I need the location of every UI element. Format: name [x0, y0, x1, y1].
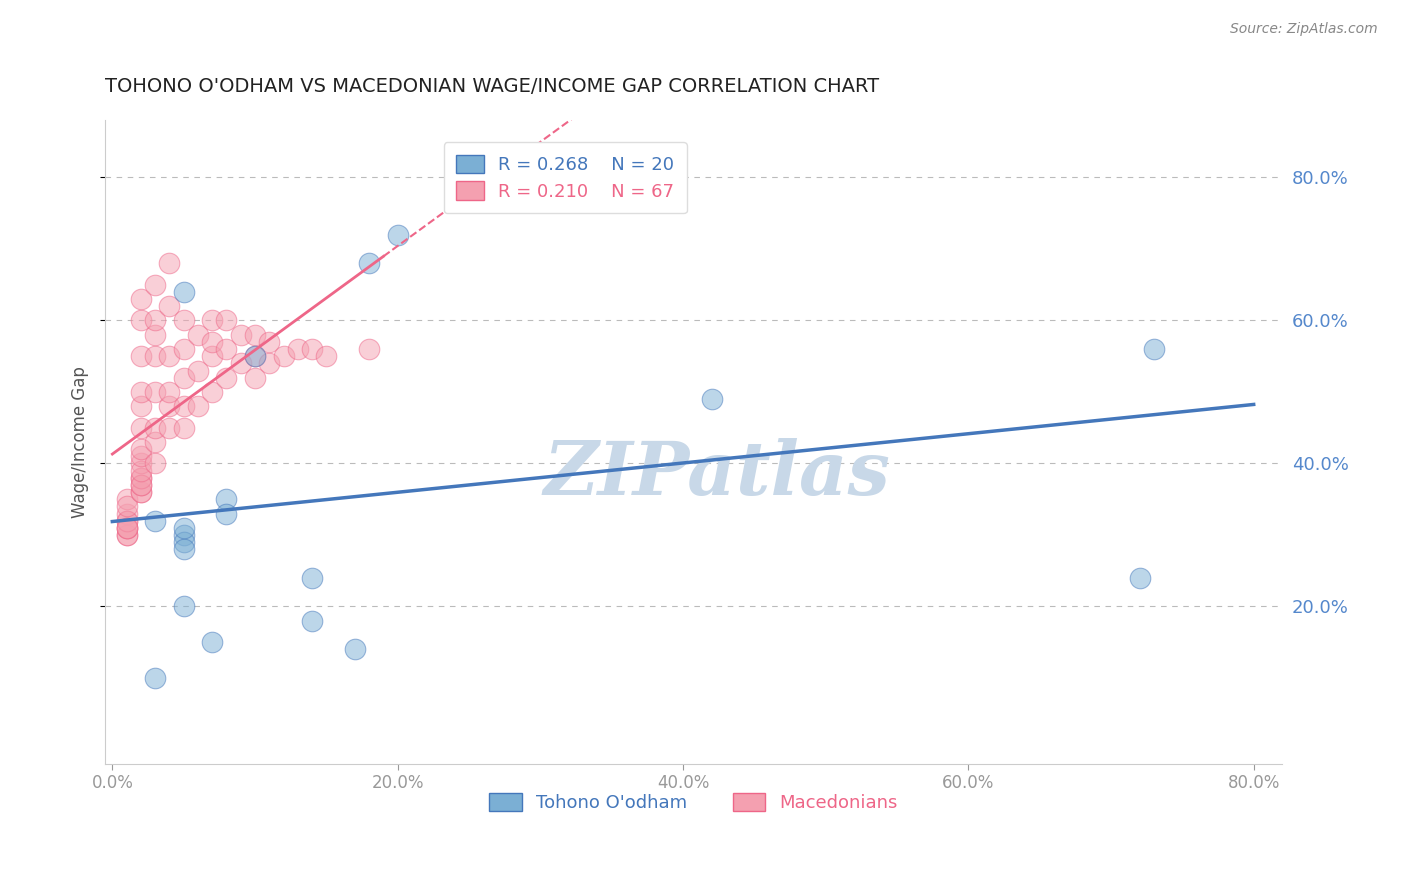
Point — [259, 334, 281, 349]
Point — [243, 349, 266, 363]
Point — [129, 450, 152, 464]
Point — [215, 370, 238, 384]
Point — [259, 356, 281, 370]
Point — [201, 334, 224, 349]
Point — [157, 399, 180, 413]
Point — [115, 528, 138, 542]
Point — [343, 642, 366, 657]
Point — [201, 384, 224, 399]
Point — [129, 478, 152, 492]
Point — [143, 327, 166, 342]
Point — [129, 399, 152, 413]
Point — [115, 507, 138, 521]
Point — [115, 521, 138, 535]
Point — [129, 485, 152, 500]
Point — [173, 542, 195, 557]
Point — [215, 342, 238, 356]
Point — [129, 478, 152, 492]
Point — [115, 521, 138, 535]
Point — [201, 635, 224, 649]
Point — [187, 399, 209, 413]
Point — [157, 299, 180, 313]
Point — [143, 514, 166, 528]
Point — [157, 349, 180, 363]
Point — [359, 342, 381, 356]
Point — [115, 514, 138, 528]
Point — [115, 500, 138, 514]
Point — [129, 457, 152, 471]
Point — [215, 313, 238, 327]
Point — [129, 292, 152, 306]
Point — [1128, 571, 1150, 585]
Point — [700, 392, 723, 406]
Point — [215, 492, 238, 507]
Point — [173, 521, 195, 535]
Point — [173, 528, 195, 542]
Point — [129, 442, 152, 457]
Point — [115, 492, 138, 507]
Point — [287, 342, 309, 356]
Point — [173, 599, 195, 614]
Point — [301, 342, 323, 356]
Point — [143, 421, 166, 435]
Point — [173, 370, 195, 384]
Point — [243, 370, 266, 384]
Point — [157, 421, 180, 435]
Point — [157, 256, 180, 270]
Point — [143, 671, 166, 685]
Point — [157, 384, 180, 399]
Point — [143, 384, 166, 399]
Point — [143, 277, 166, 292]
Point — [129, 313, 152, 327]
Point — [1143, 342, 1166, 356]
Point — [173, 313, 195, 327]
Point — [143, 435, 166, 450]
Point — [115, 514, 138, 528]
Point — [115, 521, 138, 535]
Point — [243, 327, 266, 342]
Point — [201, 349, 224, 363]
Point — [129, 464, 152, 478]
Point — [173, 421, 195, 435]
Point — [301, 614, 323, 628]
Point — [187, 363, 209, 377]
Point — [143, 313, 166, 327]
Point — [143, 349, 166, 363]
Point — [129, 485, 152, 500]
Point — [187, 327, 209, 342]
Point — [173, 535, 195, 549]
Point — [359, 256, 381, 270]
Point — [201, 313, 224, 327]
Y-axis label: Wage/Income Gap: Wage/Income Gap — [72, 366, 89, 518]
Point — [129, 349, 152, 363]
Text: TOHONO O'ODHAM VS MACEDONIAN WAGE/INCOME GAP CORRELATION CHART: TOHONO O'ODHAM VS MACEDONIAN WAGE/INCOME… — [105, 78, 879, 96]
Point — [129, 421, 152, 435]
Text: Source: ZipAtlas.com: Source: ZipAtlas.com — [1230, 22, 1378, 37]
Point — [173, 342, 195, 356]
Point — [301, 571, 323, 585]
Point — [129, 471, 152, 485]
Point — [173, 285, 195, 299]
Text: ZIPatlas: ZIPatlas — [544, 438, 890, 510]
Point — [129, 384, 152, 399]
Point — [387, 227, 409, 242]
Point — [215, 507, 238, 521]
Point — [243, 349, 266, 363]
Point — [173, 399, 195, 413]
Point — [229, 327, 252, 342]
Legend: Tohono O'odham, Macedonians: Tohono O'odham, Macedonians — [482, 785, 905, 819]
Point — [143, 457, 166, 471]
Point — [115, 528, 138, 542]
Point — [229, 356, 252, 370]
Point — [315, 349, 337, 363]
Point — [273, 349, 295, 363]
Point — [129, 471, 152, 485]
